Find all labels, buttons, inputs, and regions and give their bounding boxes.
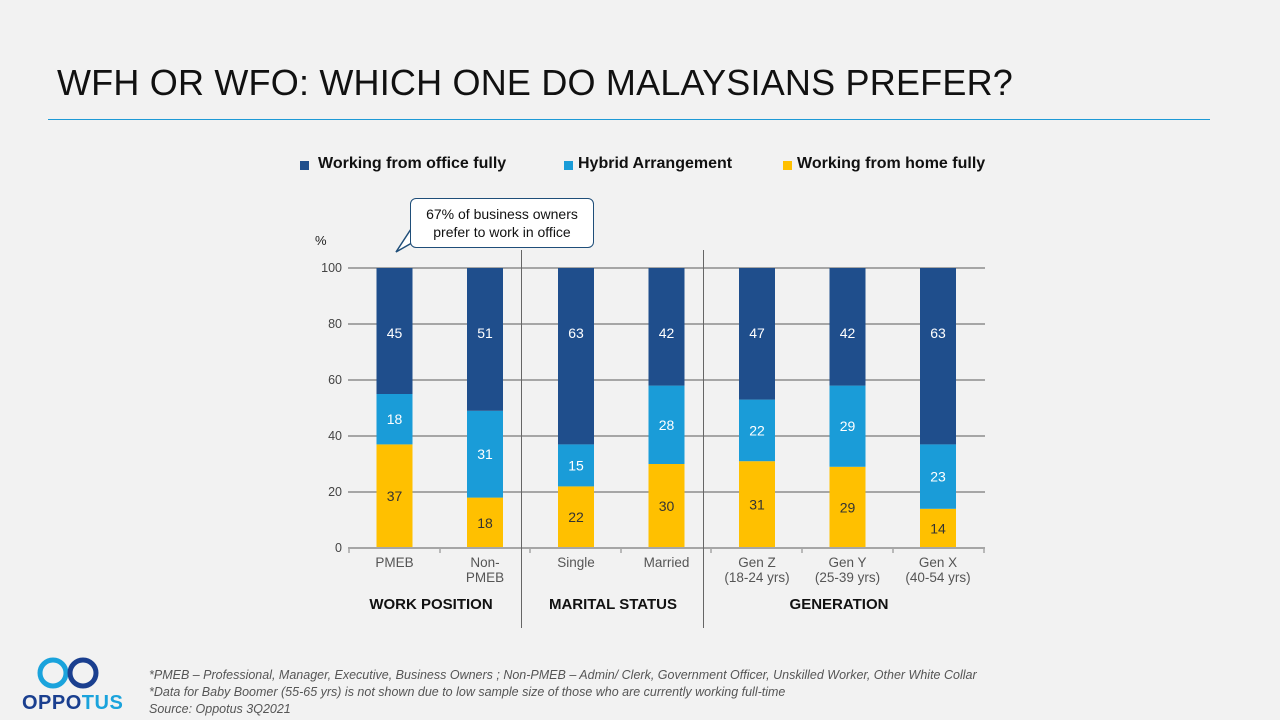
data-label-6-series-0: 14: [930, 520, 946, 536]
group-label-1: MARITAL STATUS: [549, 596, 677, 613]
callout-line-1: 67% of business owners: [426, 206, 578, 222]
y-tick-label-100: 100: [321, 261, 342, 275]
callout-box: 67% of business owners prefer to work in…: [410, 198, 594, 248]
x-category-label-1-line-1: PMEB: [466, 570, 504, 585]
y-tick-label-20: 20: [328, 485, 342, 499]
data-label-6-series-1: 23: [930, 469, 946, 485]
data-label-5-series-0: 29: [840, 499, 856, 515]
y-tick-label-0: 0: [335, 541, 342, 555]
x-category-label-4-line-1: (18-24 yrs): [724, 570, 789, 585]
data-label-3-series-1: 28: [659, 417, 675, 433]
y-tick-label-80: 80: [328, 317, 342, 331]
bar-1-series-1: [467, 410, 503, 498]
x-category-label-4-line-0: Gen Z: [738, 555, 776, 570]
bar-2-series-1: [558, 444, 594, 487]
oppotus-logo-icon: [37, 657, 99, 689]
x-category-label-6-line-0: Gen X: [919, 555, 957, 570]
data-label-2-series-1: 15: [568, 457, 584, 473]
data-label-0-series-2: 45: [387, 325, 403, 341]
footnote-pmeb: *PMEB – Professional, Manager, Executive…: [149, 668, 977, 682]
data-label-4-series-0: 31: [749, 497, 765, 513]
data-label-5-series-2: 42: [840, 325, 856, 341]
bar-1-series-0: [467, 497, 503, 548]
footnote-baby-boomer: *Data for Baby Boomer (55-65 yrs) is not…: [149, 685, 786, 699]
data-label-4-series-1: 22: [749, 422, 765, 438]
x-category-label-2-line-0: Single: [557, 555, 595, 570]
data-label-5-series-1: 29: [840, 418, 856, 434]
data-label-0-series-1: 18: [387, 411, 403, 427]
legend-swatch-office: [300, 161, 309, 170]
legend-swatch-hybrid: [564, 161, 573, 170]
legend-label-hybrid: Hybrid Arrangement: [578, 155, 733, 172]
bar-0-series-2: [376, 268, 413, 394]
data-label-3-series-2: 42: [659, 325, 675, 341]
data-label-0-series-0: 37: [387, 488, 403, 504]
x-category-label-3-line-0: Married: [644, 555, 690, 570]
bar-5-series-2: [829, 268, 866, 386]
x-category-label-5-line-0: Gen Y: [828, 555, 866, 570]
bar-0-series-0: [376, 444, 413, 548]
legend-label-office: Working from office fully: [318, 155, 507, 172]
bar-6-series-0: [920, 508, 956, 548]
x-category-label-0-line-0: PMEB: [375, 555, 413, 570]
legend-swatch-home: [783, 161, 792, 170]
footnote-source: Source: Oppotus 3Q2021: [149, 702, 291, 716]
bar-2-series-2: [558, 268, 594, 445]
y-axis-label: %: [315, 233, 327, 248]
data-label-3-series-0: 30: [659, 498, 675, 514]
bar-0-series-1: [376, 394, 413, 445]
x-category-label-6-line-1: (40-54 yrs): [905, 570, 970, 585]
logo-text-part-b: TUS: [81, 692, 124, 714]
oppotus-logo-text: OPPOTUS: [22, 692, 123, 715]
data-label-1-series-2: 51: [477, 325, 493, 341]
bar-6-series-1: [920, 444, 956, 509]
bar-3-series-0: [648, 464, 685, 548]
data-label-1-series-1: 31: [477, 446, 493, 462]
y-tick-label-40: 40: [328, 429, 342, 443]
legend-label-home: Working from home fully: [797, 155, 986, 172]
bar-3-series-1: [648, 385, 685, 464]
data-label-2-series-0: 22: [568, 509, 584, 525]
bar-4-series-0: [739, 461, 775, 548]
logo-text-part-a: OPPO: [22, 692, 82, 714]
bar-4-series-2: [739, 268, 775, 400]
y-tick-label-60: 60: [328, 373, 342, 387]
slide-title: WFH OR WFO: WHICH ONE DO MALAYSIANS PREF…: [57, 62, 1013, 103]
footnotes: *PMEB – Professional, Manager, Executive…: [149, 667, 977, 718]
data-label-4-series-2: 47: [749, 325, 765, 341]
x-category-label-1-line-0: Non-: [470, 555, 499, 570]
bar-1-series-2: [467, 268, 503, 411]
bar-5-series-0: [829, 466, 866, 548]
data-label-2-series-2: 63: [568, 325, 584, 341]
bar-4-series-1: [739, 399, 775, 462]
group-label-2: GENERATION: [790, 596, 889, 613]
title-divider: [48, 119, 1210, 120]
x-category-label-5-line-1: (25-39 yrs): [815, 570, 880, 585]
bar-3-series-2: [648, 268, 685, 386]
bar-6-series-2: [920, 268, 956, 445]
data-label-1-series-0: 18: [477, 515, 493, 531]
group-label-0: WORK POSITION: [369, 596, 492, 613]
bar-5-series-1: [829, 385, 866, 467]
data-label-6-series-2: 63: [930, 325, 946, 341]
callout-line-2: prefer to work in office: [433, 224, 571, 240]
bar-2-series-0: [558, 486, 594, 548]
